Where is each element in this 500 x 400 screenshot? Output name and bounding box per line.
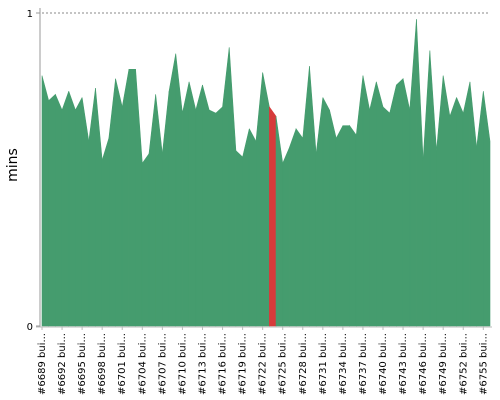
x-tick-label[interactable]: #6740 bui... — [378, 333, 389, 395]
build-duration-segment-6755[interactable] — [476, 91, 484, 327]
x-tick-label[interactable]: #6734 bui... — [338, 333, 349, 395]
build-duration-segment-6723[interactable] — [262, 72, 270, 327]
x-tick-label[interactable]: #6755 bui... — [478, 333, 489, 395]
build-duration-segment-6696[interactable] — [81, 97, 90, 327]
x-tick-label[interactable]: #6737 bui... — [358, 333, 369, 395]
build-duration-segment-6713[interactable] — [195, 84, 203, 327]
x-tick-label[interactable]: #6701 bui... — [117, 333, 128, 395]
build-duration-segment-6699[interactable] — [101, 138, 110, 327]
build-duration-segment-6740[interactable] — [376, 81, 384, 327]
x-tick-label[interactable]: #6710 bui... — [177, 333, 188, 395]
build-duration-segment-6752[interactable] — [456, 97, 464, 327]
x-tick-label[interactable]: #6707 bui... — [157, 333, 168, 395]
x-tick-label[interactable]: #6704 bui... — [137, 333, 148, 395]
x-tick-label[interactable]: #6692 bui... — [57, 333, 68, 395]
build-duration-segment-6754[interactable] — [469, 81, 477, 327]
x-tick-labels: #6689 bui... #6692 bui... #6695 bui... #669… — [37, 327, 489, 395]
build-duration-segment-6702[interactable] — [121, 69, 130, 327]
build-duration-segment-6725[interactable] — [275, 116, 284, 327]
build-duration-segment-6703[interactable] — [128, 69, 136, 327]
build-duration-segment-6693[interactable] — [61, 91, 70, 327]
build-duration-segment-6716[interactable] — [215, 106, 223, 327]
build-duration-segment-6692[interactable] — [55, 94, 63, 327]
build-duration-segment-6733[interactable] — [329, 109, 337, 327]
build-duration-segment-6743[interactable] — [396, 78, 404, 327]
build-duration-segment-6741[interactable] — [382, 106, 391, 327]
build-duration-segment-6739[interactable] — [369, 81, 377, 327]
build-duration-segment-6704[interactable] — [135, 69, 143, 327]
failed-build-duration-segment-6724[interactable] — [269, 105, 277, 327]
build-duration-segment-6735[interactable] — [342, 125, 350, 327]
build-duration-segment-6728[interactable] — [295, 127, 304, 327]
build-duration-segment-6721[interactable] — [248, 128, 257, 327]
build-duration-segment-6710[interactable] — [175, 53, 183, 327]
build-duration-segment-6712[interactable] — [188, 81, 197, 327]
y-axis-label: mins — [5, 148, 21, 182]
build-duration-segment-6690[interactable] — [41, 75, 49, 327]
plot-area — [41, 19, 491, 327]
build-duration-segment-6737[interactable] — [355, 75, 364, 327]
build-duration-segment-6749[interactable] — [436, 75, 444, 327]
build-duration-segment-6719[interactable] — [235, 150, 243, 327]
x-tick-label[interactable]: #6695 bui... — [77, 333, 88, 395]
build-duration-segment-6738[interactable] — [362, 75, 370, 327]
build-duration-segment-6698[interactable] — [95, 88, 103, 327]
build-duration-segment-6700[interactable] — [108, 78, 116, 327]
x-tick-label[interactable]: #6746 bui... — [418, 333, 429, 395]
x-tick-label[interactable]: #6722 bui... — [258, 333, 269, 395]
build-duration-segment-6717[interactable] — [222, 47, 230, 327]
x-tick-label[interactable]: #6725 bui... — [278, 333, 289, 395]
x-tick-label[interactable]: #6743 bui... — [398, 333, 409, 395]
build-duration-segment-6695[interactable] — [75, 97, 83, 327]
build-duration-segment-6711[interactable] — [182, 81, 190, 327]
build-duration-segment-6706[interactable] — [148, 94, 156, 327]
x-tick-label[interactable]: #6752 bui... — [458, 333, 469, 395]
build-duration-segment-6701[interactable] — [115, 78, 123, 327]
x-tick-label[interactable]: #6749 bui... — [438, 333, 449, 395]
build-duration-segment-6750[interactable] — [442, 75, 451, 327]
build-duration-segment-6751[interactable] — [449, 97, 457, 327]
build-duration-segment-6730[interactable] — [309, 66, 317, 327]
build-duration-segment-6753[interactable] — [462, 81, 471, 327]
build-duration-segment-6720[interactable] — [242, 128, 250, 327]
build-duration-segment-6709[interactable] — [168, 53, 177, 327]
build-duration-segment-6748[interactable] — [429, 50, 437, 327]
build-duration-segment-6718[interactable] — [228, 47, 237, 327]
build-duration-segment-6691[interactable] — [48, 93, 56, 327]
y-tick-label-top: 1 — [27, 9, 33, 20]
build-duration-segment-6731[interactable] — [315, 97, 324, 327]
build-duration-segment-6746[interactable] — [416, 19, 424, 327]
build-duration-segment-6736[interactable] — [349, 124, 357, 327]
build-duration-segment-6715[interactable] — [208, 109, 217, 327]
x-tick-label[interactable]: #6713 bui... — [197, 333, 208, 395]
x-tick-label[interactable]: #6731 bui... — [318, 333, 329, 395]
build-duration-segment-6722[interactable] — [255, 72, 263, 327]
build-duration-segment-6697[interactable] — [88, 88, 96, 327]
build-duration-segment-6756[interactable] — [483, 91, 491, 327]
x-tick-label[interactable]: #6716 bui... — [218, 333, 229, 395]
build-duration-segment-6744[interactable] — [402, 78, 411, 327]
x-tick-label[interactable]: #6689 bui... — [37, 333, 48, 395]
build-duration-segment-6745[interactable] — [409, 19, 417, 327]
build-duration-segment-6705[interactable] — [141, 152, 150, 327]
x-tick-label[interactable]: #6728 bui... — [298, 333, 309, 395]
build-duration-segment-6708[interactable] — [162, 91, 170, 327]
build-duration-segment-6707[interactable] — [155, 94, 163, 327]
build-duration-segment-6727[interactable] — [289, 128, 297, 327]
build-duration-segment-6734[interactable] — [335, 125, 344, 327]
x-tick-label[interactable]: #6719 bui... — [238, 333, 249, 395]
build-duration-segment-6732[interactable] — [322, 97, 330, 327]
build-duration-segment-6747[interactable] — [422, 50, 431, 327]
build-duration-segment-6729[interactable] — [302, 66, 310, 327]
x-tick-label[interactable]: #6698 bui... — [97, 333, 108, 395]
build-duration-segment-6726[interactable] — [282, 147, 290, 327]
y-tick-label-bottom: 0 — [27, 322, 33, 333]
build-duration-segment-6694[interactable] — [68, 91, 76, 327]
build-duration-segment-6742[interactable] — [389, 84, 397, 327]
build-duration-segment-6714[interactable] — [202, 84, 210, 327]
